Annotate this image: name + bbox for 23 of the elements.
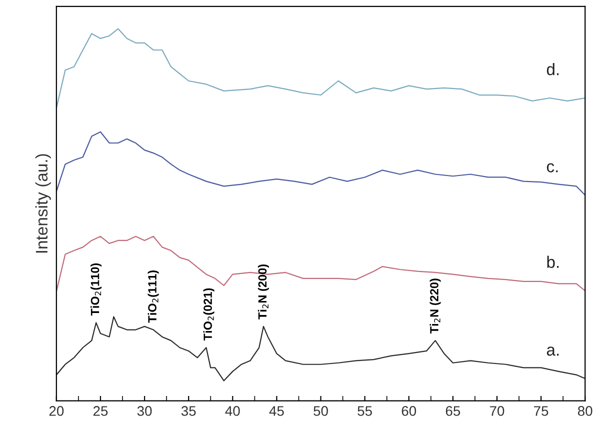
annotation: TiO$_{2}$(021) (203, 288, 214, 341)
x-tick-label: 75 (534, 406, 548, 416)
x-tick-label: 55 (358, 406, 372, 416)
annotation: TiO$_{2}$(110) (90, 263, 102, 316)
x-tick-label: 20 (49, 406, 64, 416)
annotation: Ti$_{2}$N (220) (430, 278, 441, 334)
x-tick-label: 25 (93, 406, 108, 416)
y-axis-title: Intensity (au.) (35, 154, 51, 253)
series-label: b. (547, 256, 559, 268)
x-tick-label: 60 (402, 406, 416, 416)
x-tick-label: 40 (225, 406, 240, 416)
x-tick-label: 30 (137, 406, 152, 416)
x-tick-label: 80 (578, 406, 592, 416)
series-label: d. (546, 63, 559, 76)
series-label: c. (546, 163, 558, 172)
annotation: Ti$_{2}$N (200) (258, 264, 269, 320)
x-tick-label: 50 (314, 406, 328, 416)
x-tick-label: 45 (269, 406, 284, 416)
annotation: TiO$_{2}$(111) (148, 270, 159, 323)
series-label: a. (546, 346, 559, 356)
x-tick-label: 70 (490, 406, 504, 416)
x-tick-label: 35 (181, 406, 196, 416)
x-tick-label: 65 (446, 406, 460, 416)
